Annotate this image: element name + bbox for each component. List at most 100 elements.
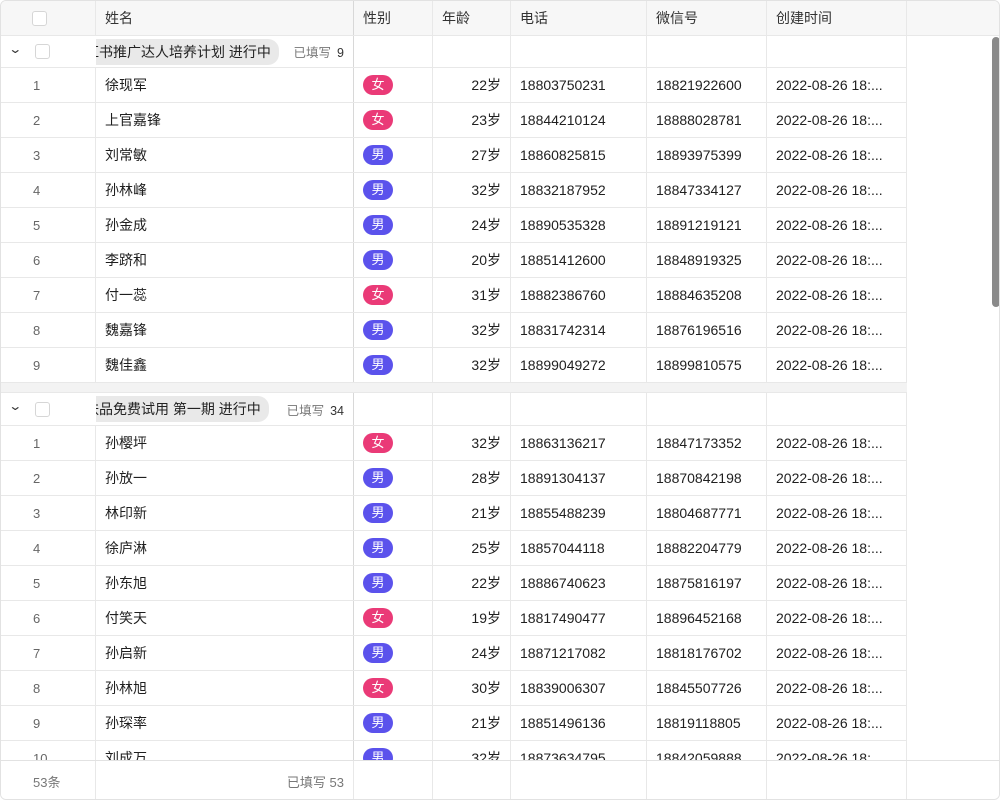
- column-header-created-time[interactable]: 创建时间: [767, 1, 907, 35]
- vertical-scrollbar[interactable]: [992, 37, 999, 307]
- table-row[interactable]: 8 孙林旭女 30岁 18839006307 18845507726 2022-08-26…: [1, 671, 907, 706]
- age-cell[interactable]: 28岁: [433, 461, 511, 495]
- chevron-down-icon[interactable]: ⌄: [8, 399, 23, 413]
- column-header-gender[interactable]: 性别: [354, 1, 433, 35]
- age-cell[interactable]: 24岁: [433, 208, 511, 242]
- gender-cell[interactable]: 女: [354, 426, 433, 460]
- created-time-cell[interactable]: 2022-08-26 18:...: [767, 348, 907, 382]
- gender-cell[interactable]: 女: [354, 103, 433, 137]
- created-time-cell[interactable]: 2022-08-26 18:...: [767, 103, 907, 137]
- wechat-cell[interactable]: 18845507726: [647, 671, 767, 705]
- phone-cell[interactable]: 18882386760: [511, 278, 647, 312]
- gender-cell[interactable]: 男: [354, 208, 433, 242]
- created-time-cell[interactable]: 2022-08-26 18:...: [767, 496, 907, 530]
- gender-cell[interactable]: 男: [354, 173, 433, 207]
- name-cell[interactable]: 孙琛率: [96, 706, 354, 740]
- table-row[interactable]: 4 徐庐淋男 25岁 18857044118 18882204779 2022-08-26…: [1, 531, 907, 566]
- gender-cell[interactable]: 女: [354, 278, 433, 312]
- phone-cell[interactable]: 18873634795: [511, 741, 647, 760]
- age-cell[interactable]: 32岁: [433, 348, 511, 382]
- name-cell[interactable]: 李跻和: [96, 243, 354, 277]
- select-all-checkbox[interactable]: [32, 10, 47, 26]
- name-cell[interactable]: 魏嘉锋: [96, 313, 354, 347]
- wechat-cell[interactable]: 18821922600: [647, 68, 767, 102]
- table-row[interactable]: 6 李跻和男 20岁 18851412600 18848919325 2022-08-26…: [1, 243, 907, 278]
- created-time-cell[interactable]: 2022-08-26 18:...: [767, 173, 907, 207]
- age-cell[interactable]: 19岁: [433, 601, 511, 635]
- phone-cell[interactable]: 18857044118: [511, 531, 647, 565]
- phone-cell[interactable]: 18871217082: [511, 636, 647, 670]
- created-time-cell[interactable]: 2022-08-26 18:...: [767, 278, 907, 312]
- table-row[interactable]: 6 付笑天女 19岁 18817490477 18896452168 2022-08-26…: [1, 601, 907, 636]
- created-time-cell[interactable]: 2022-08-26 18:...: [767, 671, 907, 705]
- created-time-cell[interactable]: 2022-08-26 18:...: [767, 208, 907, 242]
- name-cell[interactable]: 魏佳鑫: [96, 348, 354, 382]
- phone-cell[interactable]: 18851412600: [511, 243, 647, 277]
- wechat-cell[interactable]: 18847173352: [647, 426, 767, 460]
- age-cell[interactable]: 32岁: [433, 741, 511, 760]
- gender-cell[interactable]: 女: [354, 601, 433, 635]
- table-row[interactable]: 3 刘常敏男 27岁 18860825815 18893975399 2022-08-26…: [1, 138, 907, 173]
- table-row[interactable]: 9 魏佳鑫男 32岁 18899049272 18899810575 2022-08-26…: [1, 348, 907, 383]
- age-cell[interactable]: 20岁: [433, 243, 511, 277]
- table-row[interactable]: 1 孙樱坪女 32岁 18863136217 18847173352 2022-08-26…: [1, 426, 907, 461]
- gender-cell[interactable]: 男: [354, 313, 433, 347]
- phone-cell[interactable]: 18860825815: [511, 138, 647, 172]
- wechat-cell[interactable]: 18848919325: [647, 243, 767, 277]
- age-cell[interactable]: 21岁: [433, 496, 511, 530]
- age-cell[interactable]: 32岁: [433, 313, 511, 347]
- phone-cell[interactable]: 18839006307: [511, 671, 647, 705]
- created-time-cell[interactable]: 2022-08-26 18:...: [767, 601, 907, 635]
- wechat-cell[interactable]: 18842059888: [647, 741, 767, 760]
- created-time-cell[interactable]: 2022-08-26 18:...: [767, 566, 907, 600]
- column-header-name[interactable]: 姓名: [96, 1, 354, 35]
- age-cell[interactable]: 24岁: [433, 636, 511, 670]
- name-cell[interactable]: 孙林旭: [96, 671, 354, 705]
- wechat-cell[interactable]: 18893975399: [647, 138, 767, 172]
- name-cell[interactable]: 刘成万: [96, 741, 354, 760]
- created-time-cell[interactable]: 2022-08-26 18:...: [767, 138, 907, 172]
- gender-cell[interactable]: 男: [354, 741, 433, 760]
- created-time-cell[interactable]: 2022-08-26 18:...: [767, 636, 907, 670]
- name-cell[interactable]: 孙放一: [96, 461, 354, 495]
- wechat-cell[interactable]: 18891219121: [647, 208, 767, 242]
- gender-cell[interactable]: 男: [354, 138, 433, 172]
- gender-cell[interactable]: 男: [354, 348, 433, 382]
- created-time-cell[interactable]: 2022-08-26 18:...: [767, 706, 907, 740]
- group-checkbox[interactable]: [35, 44, 50, 59]
- age-cell[interactable]: 23岁: [433, 103, 511, 137]
- phone-cell[interactable]: 18817490477: [511, 601, 647, 635]
- wechat-cell[interactable]: 18896452168: [647, 601, 767, 635]
- gender-cell[interactable]: 女: [354, 68, 433, 102]
- group-title[interactable]: 护肤品免费试用 第一期 进行中: [96, 396, 269, 422]
- created-time-cell[interactable]: 2022-08-26 18:...: [767, 426, 907, 460]
- created-time-cell[interactable]: 2022-08-26 18:...: [767, 741, 907, 760]
- name-cell[interactable]: 孙林峰: [96, 173, 354, 207]
- group-header-row[interactable]: ⌄ 护肤品免费试用 第一期 进行中 已填写 34: [1, 393, 907, 426]
- table-row[interactable]: 5 孙东旭男 22岁 18886740623 18875816197 2022-08-26…: [1, 566, 907, 601]
- wechat-cell[interactable]: 18876196516: [647, 313, 767, 347]
- age-cell[interactable]: 31岁: [433, 278, 511, 312]
- wechat-cell[interactable]: 18888028781: [647, 103, 767, 137]
- chevron-down-icon[interactable]: ⌄: [8, 41, 23, 56]
- phone-cell[interactable]: 18886740623: [511, 566, 647, 600]
- name-cell[interactable]: 刘常敏: [96, 138, 354, 172]
- name-cell[interactable]: 孙金成: [96, 208, 354, 242]
- phone-cell[interactable]: 18803750231: [511, 68, 647, 102]
- created-time-cell[interactable]: 2022-08-26 18:...: [767, 531, 907, 565]
- wechat-cell[interactable]: 18899810575: [647, 348, 767, 382]
- wechat-cell[interactable]: 18884635208: [647, 278, 767, 312]
- age-cell[interactable]: 22岁: [433, 566, 511, 600]
- phone-cell[interactable]: 18831742314: [511, 313, 647, 347]
- table-row[interactable]: 2 上官嘉锋女 23岁 18844210124 18888028781 2022-08-2…: [1, 103, 907, 138]
- created-time-cell[interactable]: 2022-08-26 18:...: [767, 313, 907, 347]
- gender-cell[interactable]: 男: [354, 636, 433, 670]
- table-row[interactable]: 8 魏嘉锋男 32岁 18831742314 18876196516 2022-08-26…: [1, 313, 907, 348]
- table-row[interactable]: 3 林印新男 21岁 18855488239 18804687771 2022-08-26…: [1, 496, 907, 531]
- name-cell[interactable]: 徐现军: [96, 68, 354, 102]
- name-cell[interactable]: 孙樱坪: [96, 426, 354, 460]
- column-header-phone[interactable]: 电话: [511, 1, 647, 35]
- wechat-cell[interactable]: 18875816197: [647, 566, 767, 600]
- name-cell[interactable]: 付笑天: [96, 601, 354, 635]
